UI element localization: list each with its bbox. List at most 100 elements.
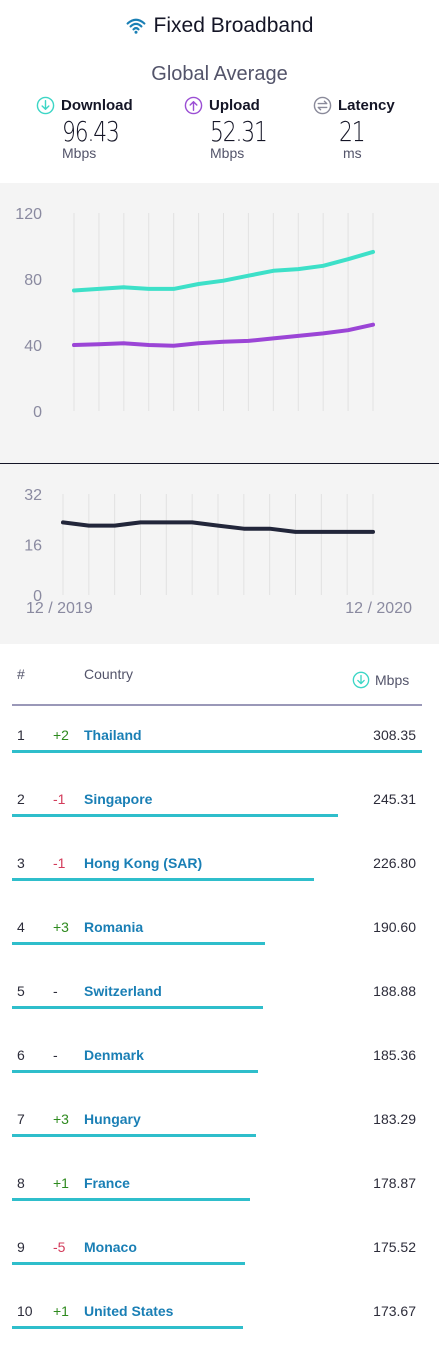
download-series-line <box>72 249 375 293</box>
row-speed-bar <box>12 1326 243 1329</box>
latency-metric: Latency 21 ms <box>313 96 439 161</box>
row-country-link[interactable]: Thailand <box>84 727 142 743</box>
row-speed: 183.29 <box>373 1111 416 1127</box>
row-rank-change: -1 <box>53 855 66 871</box>
row-speed: 178.87 <box>373 1175 416 1191</box>
table-header-divider <box>12 704 422 706</box>
upload-series-line <box>72 322 375 348</box>
y-tick-label: 0 <box>33 404 42 421</box>
row-speed: 245.31 <box>373 791 416 807</box>
download-icon <box>36 96 55 115</box>
latency-unit: ms <box>343 145 362 161</box>
row-rank: 3 <box>17 855 25 871</box>
row-country-link[interactable]: Singapore <box>84 791 153 807</box>
y-tick-label: 32 <box>24 487 42 504</box>
page-title: Fixed Broadband <box>153 14 314 37</box>
wifi-icon <box>126 18 145 34</box>
table-row[interactable]: 6 - Denmark 185.36 <box>0 1025 439 1089</box>
row-rank-change: -5 <box>53 1239 66 1255</box>
row-rank: 6 <box>17 1047 25 1063</box>
upload-value: 52.31 <box>210 115 268 148</box>
row-rank-change: +3 <box>53 919 69 935</box>
row-speed: 226.80 <box>373 855 416 871</box>
latency-chart: 0 16 32 12 / 2019 12 / 2020 <box>24 487 412 617</box>
speed-header-label: Mbps <box>375 672 410 688</box>
row-speed-bar <box>12 1134 256 1137</box>
upload-metric: Upload 52.31 Mbps <box>184 96 314 161</box>
y-tick-label: 16 <box>24 538 42 555</box>
x-tick-label: 12 / 2019 <box>26 600 93 617</box>
table-row[interactable]: 8 +1 France 178.87 <box>0 1153 439 1217</box>
row-rank-change: -1 <box>53 791 66 807</box>
download-icon <box>352 671 370 689</box>
latency-label: Latency <box>338 97 395 114</box>
row-rank: 8 <box>17 1175 25 1191</box>
table-row[interactable]: 5 - Switzerland 188.88 <box>0 961 439 1025</box>
download-unit: Mbps <box>62 145 97 161</box>
latency-series-line <box>61 520 375 534</box>
row-rank: 7 <box>17 1111 25 1127</box>
y-tick-label: 80 <box>24 272 42 289</box>
table-row[interactable]: 3 -1 Hong Kong (SAR) 226.80 <box>0 833 439 897</box>
upload-icon <box>184 96 203 115</box>
row-speed: 185.36 <box>373 1047 416 1063</box>
page-subtitle: Global Average <box>151 63 288 85</box>
row-speed-bar <box>12 814 339 817</box>
y-tick-label: 120 <box>15 206 42 223</box>
row-country-link[interactable]: Romania <box>84 919 144 935</box>
row-rank-change: +3 <box>53 1111 69 1127</box>
table-row[interactable]: 9 -5 Monaco 175.52 <box>0 1217 439 1281</box>
row-country-link[interactable]: Hungary <box>84 1111 141 1127</box>
download-metric: Download 96.43 Mbps <box>36 96 166 161</box>
table-row[interactable]: 1 +2 Thailand 308.35 <box>0 705 439 769</box>
chart-divider <box>0 463 439 464</box>
chart-panel: 0 40 80 120 0 16 32 12 / 2019 12 / 2020 <box>0 183 439 644</box>
row-country-link[interactable]: United States <box>84 1303 174 1319</box>
row-rank: 4 <box>17 919 25 935</box>
row-rank: 1 <box>17 727 25 743</box>
rank-header: # <box>17 666 25 682</box>
table-row[interactable]: 7 +3 Hungary 183.29 <box>0 1089 439 1153</box>
row-rank-change: +1 <box>53 1303 69 1319</box>
row-speed: 175.52 <box>373 1239 416 1255</box>
row-rank: 5 <box>17 983 25 999</box>
row-country-link[interactable]: Switzerland <box>84 983 162 999</box>
row-rank: 10 <box>17 1303 33 1319</box>
row-speed-bar <box>12 942 266 945</box>
row-speed-bar <box>12 1006 264 1009</box>
row-speed-bar <box>12 1070 259 1073</box>
table-row[interactable]: 10 +1 United States 173.67 <box>0 1281 439 1345</box>
x-tick-label: 12 / 2020 <box>345 600 412 617</box>
row-speed: 188.88 <box>373 983 416 999</box>
upload-unit: Mbps <box>210 145 245 161</box>
row-speed-bar <box>12 1198 250 1201</box>
latency-value: 21 <box>339 115 366 148</box>
row-rank: 9 <box>17 1239 25 1255</box>
speed-chart: 0 40 80 120 <box>15 206 375 421</box>
speed-header[interactable]: Mbps <box>352 671 409 689</box>
row-rank-change: - <box>53 983 58 999</box>
table-row[interactable]: 2 -1 Singapore 245.31 <box>0 769 439 833</box>
y-tick-label: 40 <box>24 338 42 355</box>
row-speed: 308.35 <box>373 727 416 743</box>
row-rank-change: - <box>53 1047 58 1063</box>
download-value: 96.43 <box>62 115 120 148</box>
table-row[interactable]: 4 +3 Romania 190.60 <box>0 897 439 961</box>
row-country-link[interactable]: Monaco <box>84 1239 137 1255</box>
row-country-link[interactable]: Hong Kong (SAR) <box>84 855 203 871</box>
row-rank-change: +1 <box>53 1175 69 1191</box>
row-speed: 173.67 <box>373 1303 416 1319</box>
row-country-link[interactable]: France <box>84 1175 130 1191</box>
row-speed-bar <box>12 750 422 753</box>
row-speed: 190.60 <box>373 919 416 935</box>
download-label: Download <box>61 97 133 114</box>
upload-label: Upload <box>209 97 260 114</box>
header: Fixed Broadband Global Average Download … <box>0 0 439 183</box>
latency-icon <box>313 96 332 115</box>
row-rank: 2 <box>17 791 25 807</box>
row-country-link[interactable]: Denmark <box>84 1047 144 1063</box>
country-header: Country <box>84 666 134 682</box>
row-speed-bar <box>12 1262 246 1265</box>
y-tick-label: 0 <box>33 588 42 605</box>
title-row: Fixed Broadband <box>0 14 439 38</box>
